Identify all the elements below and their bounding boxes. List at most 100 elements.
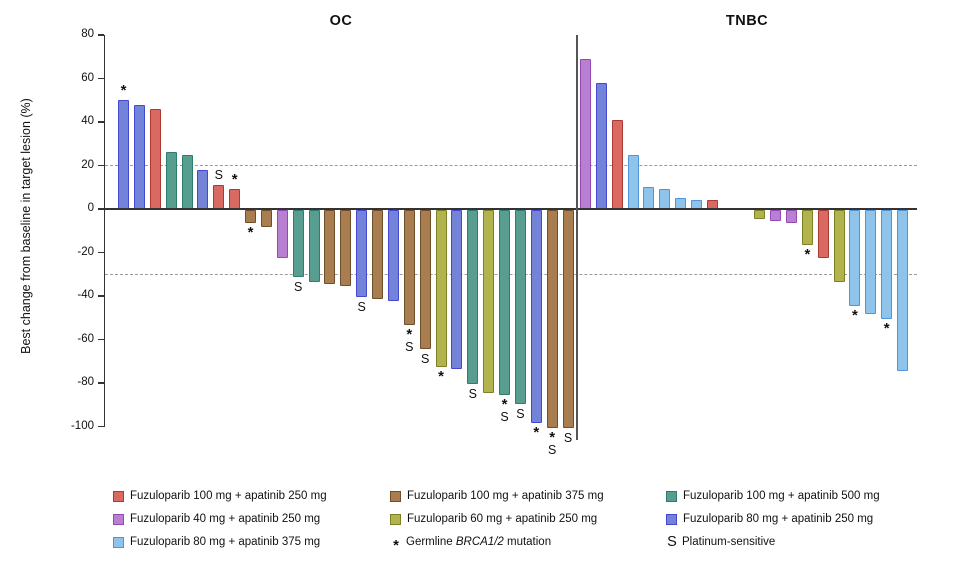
bar-oc-21 — [435, 210, 447, 367]
bar-tnbc-13 — [770, 210, 782, 221]
brca-mutation-mark: * — [533, 424, 540, 442]
bar-tnbc-16 — [817, 210, 829, 258]
y-tick — [97, 251, 104, 254]
y-axis-line — [103, 35, 105, 427]
bar-oc-29 — [562, 210, 574, 428]
bar-tnbc-12 — [754, 210, 766, 219]
bar-oc-9 — [245, 210, 256, 224]
bar-tnbc-3 — [611, 119, 623, 209]
brca-mutation-mark: * — [883, 319, 890, 337]
brca-mutation-mark: * — [231, 171, 238, 189]
legend-swatch-f100a375 — [390, 490, 401, 502]
bar-tnbc-17 — [833, 210, 845, 282]
reference-line — [105, 165, 917, 166]
panel-title-oc: OC — [329, 13, 353, 29]
bar-oc-4 — [165, 152, 177, 209]
bar-tnbc-5 — [643, 187, 655, 209]
bar-tnbc-6 — [659, 189, 671, 209]
legend-entry: Fuzuloparib 80 mg + apatinib 375 mg — [113, 535, 320, 549]
bar-oc-16 — [356, 210, 368, 297]
zero-line — [105, 208, 917, 210]
y-axis-label: Best change from baseline in target lesi… — [19, 98, 33, 354]
legend-entry: Fuzuloparib 80 mg + apatinib 250 mg — [666, 512, 873, 526]
bar-tnbc-18 — [849, 210, 861, 306]
y-tick — [97, 77, 104, 80]
y-tick-label: 80 — [81, 28, 94, 40]
bar-oc-6 — [197, 169, 209, 209]
legend-entry: Fuzuloparib 100 mg + apatinib 375 mg — [390, 489, 604, 503]
legend-label: Germline BRCA1/2 mutation — [406, 536, 551, 548]
legend-label: Platinum-sensitive — [682, 536, 775, 548]
platinum-sensitive-mark: S — [500, 409, 509, 424]
reference-line — [105, 273, 917, 275]
panel-divider-line — [576, 35, 578, 440]
y-tick — [97, 295, 104, 297]
platinum-sensitive-mark: S — [214, 168, 223, 183]
legend-entry: Fuzuloparib 40 mg + apatinib 250 mg — [113, 512, 320, 526]
legend-label-part: Germline — [406, 536, 456, 548]
legend-entry: Fuzuloparib 60 mg + apatinib 250 mg — [390, 512, 597, 526]
bar-oc-10 — [260, 210, 272, 228]
brca-mutation-mark: * — [549, 428, 556, 446]
y-tick-label: 60 — [81, 71, 94, 84]
bar-oc-11 — [276, 210, 288, 258]
legend-entry: Fuzuloparib 100 mg + apatinib 250 mg — [113, 489, 327, 503]
bar-oc-14 — [324, 210, 336, 284]
brca-mutation-symbol: * — [393, 536, 399, 554]
brca-mutation-mark: * — [501, 395, 508, 413]
legend-swatch-f100a250 — [113, 490, 124, 502]
y-tick-label: -60 — [77, 332, 94, 345]
y-tick — [97, 121, 104, 123]
y-tick — [97, 34, 104, 36]
legend-label: Fuzuloparib 40 mg + apatinib 250 mg — [130, 513, 321, 525]
platinum-sensitive-mark: S — [547, 442, 557, 457]
y-tick-label: -100 — [70, 419, 94, 432]
legend-label: Fuzuloparib 100 mg + apatinib 375 mg — [407, 490, 604, 502]
bar-oc-27 — [530, 210, 542, 424]
y-tick — [97, 164, 104, 167]
y-tick-label: -40 — [77, 289, 94, 301]
bar-oc-13 — [308, 210, 320, 282]
platinum-sensitive-mark: S — [420, 352, 430, 367]
legend-swatch-f60a250 — [390, 513, 401, 525]
brca-mutation-mark: * — [247, 224, 254, 242]
platinum-sensitive-symbol: S — [667, 534, 677, 550]
legend-label-part: BRCA1/2 — [455, 536, 504, 548]
bar-oc-1 — [118, 100, 129, 209]
legend-label: Fuzuloparib 80 mg + apatinib 375 mg — [130, 536, 321, 548]
bar-oc-2 — [133, 104, 145, 209]
legend-entry: S Platinum-sensitive — [666, 534, 775, 550]
y-tick-label: 20 — [81, 158, 94, 171]
platinum-sensitive-mark: S — [468, 387, 477, 401]
brca-mutation-mark: * — [406, 326, 413, 344]
bar-oc-23 — [467, 210, 479, 384]
bar-tnbc-15 — [801, 210, 813, 245]
y-tick-label: 40 — [81, 115, 94, 127]
bar-tnbc-14 — [786, 210, 798, 224]
platinum-sensitive-mark: S — [516, 406, 525, 421]
bar-tnbc-21 — [897, 210, 908, 371]
platinum-sensitive-mark: S — [563, 430, 573, 445]
bar-oc-24 — [483, 210, 495, 393]
bar-tnbc-19 — [865, 210, 877, 315]
panel-title-tnbc: TNBC — [725, 13, 769, 29]
bar-tnbc-20 — [881, 210, 893, 319]
legend-label: Fuzuloparib 100 mg + apatinib 250 mg — [130, 490, 327, 502]
legend-entry: * Germline BRCA1/2 mutation — [390, 535, 551, 554]
bar-oc-26 — [514, 210, 526, 404]
bar-tnbc-4 — [627, 154, 639, 209]
brca-mutation-mark: * — [438, 367, 444, 385]
bar-oc-19 — [403, 210, 415, 326]
bar-oc-17 — [372, 210, 383, 300]
y-tick — [97, 382, 104, 384]
bar-tnbc-1 — [580, 58, 591, 209]
bar-oc-25 — [499, 210, 510, 395]
bar-oc-22 — [451, 210, 463, 369]
bar-oc-5 — [181, 154, 193, 209]
y-tick-label: 0 — [87, 202, 94, 214]
bar-oc-15 — [340, 210, 352, 287]
platinum-sensitive-mark: S — [357, 300, 366, 314]
y-tick-label: -80 — [77, 376, 94, 388]
legend-swatch-f40a250 — [113, 513, 124, 525]
